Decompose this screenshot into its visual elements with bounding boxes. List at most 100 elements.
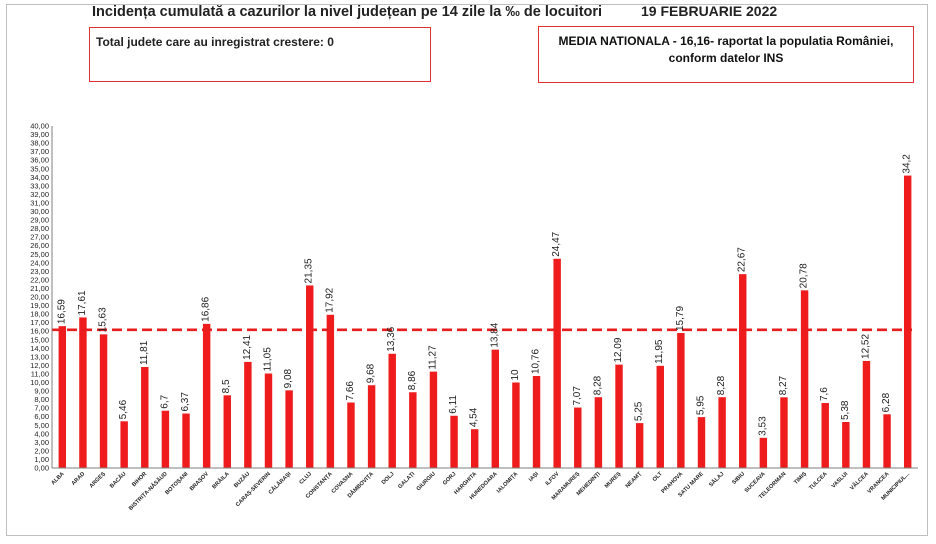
bar: [202, 323, 211, 468]
x-category-label: ALBA: [50, 471, 65, 486]
bar: [842, 422, 850, 468]
x-category-label: BISTRIȚA-NĂSĂUD: [127, 470, 168, 511]
y-tick-label: 9,00: [34, 387, 49, 396]
bar: [821, 403, 829, 468]
bar: [656, 365, 664, 468]
y-tick-label: 33,00: [30, 181, 49, 190]
increase-count-text: Total judete care au inregistrat crester…: [96, 35, 334, 49]
value-label: 8,27: [778, 375, 789, 395]
bar: [491, 349, 500, 468]
chart-frame: [6, 4, 928, 536]
bar: [862, 360, 871, 468]
value-label: 34,2: [902, 154, 913, 174]
bar: [285, 390, 293, 468]
value-label: 11,05: [263, 347, 274, 372]
bar: [594, 397, 603, 468]
bar: [141, 367, 149, 468]
y-tick-label: 26,00: [30, 241, 49, 250]
y-tick-label: 5,00: [34, 421, 49, 430]
x-category-label: SIBIU: [731, 471, 746, 486]
y-tick-label: 40,00: [30, 122, 49, 131]
x-category-label: VÂLCEA: [849, 470, 870, 491]
value-label: 15,63: [98, 307, 109, 332]
bar: [615, 364, 623, 468]
x-category-label: ARGEȘ: [89, 471, 107, 489]
x-category-label: BUZĂU: [233, 470, 252, 489]
x-category-label: NEAMȚ: [625, 471, 644, 490]
y-tick-label: 36,00: [30, 156, 49, 165]
bar: [182, 413, 190, 468]
value-label: 5,95: [696, 395, 707, 415]
bar: [759, 437, 768, 468]
value-label: 8,86: [407, 370, 418, 390]
x-category-label: TIMIȘ: [793, 471, 808, 486]
y-tick-label: 29,00: [30, 216, 49, 225]
y-tick-label: 20,00: [30, 293, 49, 302]
value-label: 7,6: [819, 387, 830, 401]
value-label: 16,59: [56, 299, 67, 324]
bar: [120, 421, 128, 468]
value-label: 5,46: [118, 399, 129, 419]
x-category-label: IALOMIȚA: [496, 471, 519, 494]
bar: [635, 423, 644, 468]
bar: [780, 397, 788, 468]
bar: [264, 373, 273, 468]
bar: [512, 382, 520, 468]
value-label: 13,36: [386, 326, 397, 351]
bar: [800, 290, 809, 468]
bar: [429, 371, 438, 468]
bar: [718, 397, 726, 468]
bars: [58, 175, 912, 468]
y-tick-label: 34,00: [30, 173, 49, 182]
bar: [79, 317, 87, 468]
bar: [99, 334, 108, 468]
x-category-label: VASLUI: [831, 471, 850, 490]
y-tick-label: 28,00: [30, 224, 49, 233]
value-label: 17,61: [77, 290, 88, 315]
value-label: 10,76: [531, 349, 542, 374]
x-category-label: BRĂILA: [211, 470, 231, 490]
value-label: 12,41: [242, 334, 253, 359]
x-category-label: BRAȘOV: [189, 471, 210, 492]
y-tick-label: 22,00: [30, 275, 49, 284]
value-label: 11,81: [139, 340, 150, 365]
bar: [409, 392, 417, 468]
y-tick-label: 11,00: [31, 369, 49, 378]
bar: [223, 395, 231, 468]
y-tick-label: 14,00: [30, 344, 49, 353]
x-category-label: ILFOV: [545, 471, 561, 487]
y-tick-label: 24,00: [30, 258, 49, 267]
x-category-label: DOLJ: [381, 471, 396, 486]
value-label: 8,28: [592, 375, 603, 395]
x-category-label: GALAȚI: [397, 471, 416, 490]
value-label: 21,35: [304, 258, 315, 283]
y-tick-label: 6,00: [34, 412, 49, 421]
axes: [51, 126, 918, 469]
y-tick-label: 19,00: [30, 301, 49, 310]
x-category-label: IAȘI: [528, 471, 540, 483]
value-label: 24,47: [551, 231, 562, 256]
bar: [739, 274, 747, 468]
value-label: 6,37: [180, 392, 191, 412]
x-category-label: BIHOR: [131, 471, 148, 488]
value-label: 8,5: [221, 379, 232, 393]
value-label: 20,78: [799, 263, 810, 288]
y-tick-label: 25,00: [30, 250, 49, 259]
bar: [450, 415, 458, 468]
y-tick-label: 35,00: [30, 164, 49, 173]
value-label: 13,84: [489, 322, 500, 347]
national-average-line2: conform datelor INS: [668, 51, 784, 65]
y-tick-label: 13,00: [30, 352, 49, 361]
y-tick-label: 4,00: [34, 429, 49, 438]
value-label: 7,66: [345, 381, 356, 401]
x-category-label: TULCEA: [808, 471, 828, 491]
x-axis-labels: ALBA ARAD ARGEȘ BACĂU BIHORBISTRIȚA-NĂSĂUDBO…: [50, 470, 911, 512]
y-tick-label: 17,00: [30, 318, 49, 327]
national-average-box: MEDIA NATIONALA - 16,16- raportat la pop…: [538, 26, 914, 83]
y-tick-label: 32,00: [30, 190, 49, 199]
bar: [388, 353, 396, 468]
value-label: 17,92: [324, 287, 335, 312]
value-label: 10: [510, 369, 521, 381]
y-tick-label: 1,00: [34, 455, 49, 464]
